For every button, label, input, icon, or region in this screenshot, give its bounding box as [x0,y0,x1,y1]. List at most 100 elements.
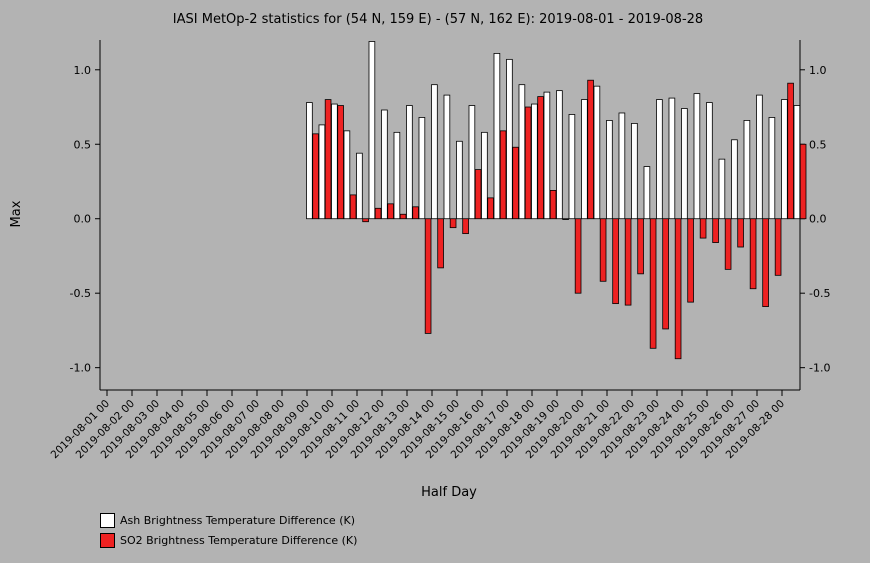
bar-so2 [724,218,732,270]
bar-so2 [362,218,369,223]
bar-so2 [324,99,332,220]
bar-ash [693,93,701,220]
bar-so2 [399,213,407,220]
bar-ash [443,94,451,220]
bar-so2 [612,218,619,305]
bar-so2 [562,218,569,220]
bar-ash [331,103,338,220]
bar-so2 [474,169,482,220]
bar-ash [731,139,738,220]
bar-so2 [499,130,507,220]
bar-ash [718,158,726,220]
bar-so2 [599,218,607,282]
bar-so2 [787,82,794,220]
bar-ash [793,105,801,220]
bar-so2 [512,146,519,220]
bar-so2 [337,105,344,220]
bar-so2 [537,96,544,220]
bar-so2 [737,218,744,248]
bar-ash [531,103,538,220]
bar-ash [743,120,751,220]
bar-so2 [412,206,419,220]
bar-ash [456,140,463,220]
x-axis-label: Half Day [421,485,477,500]
legend-label-ash: Ash Brightness Temperature Difference (K… [120,514,355,527]
y-tick-label-right: 1.0 [809,64,827,77]
y-tick-label-left: -1.0 [70,362,91,375]
bar-ash [368,41,376,220]
bar-ash [631,123,638,220]
bar-so2 [762,218,769,307]
bar-so2 [387,203,394,220]
bar-so2 [437,218,444,269]
bar-ash [581,99,588,220]
y-tick-label-left: 0.5 [74,138,92,151]
bar-ash [606,120,613,220]
bar-ash [593,85,601,220]
legend-swatch-ash [100,513,115,528]
bar-so2 [574,218,582,294]
legend-item-ash: Ash Brightness Temperature Difference (K… [100,513,355,528]
bar-ash [406,105,413,220]
bar-ash [643,166,651,220]
bar-so2 [687,218,694,303]
bar-so2 [374,207,382,220]
y-tick-label-left: 0.0 [74,213,92,226]
bar-ash [431,84,438,220]
bar-ash [318,124,326,220]
bar-ash [656,99,663,220]
bar-ash [418,117,426,220]
bar-so2 [487,197,494,220]
chart-title: IASI MetOp-2 statistics for (54 N, 159 E… [173,12,703,27]
bar-so2 [749,218,757,290]
bar-so2 [549,190,557,220]
bar-ash [506,58,513,220]
bar-so2 [799,143,807,220]
bar-ash [556,90,563,220]
y-axis-label: Max [9,200,24,227]
bar-so2 [662,218,669,330]
bar-ash [543,91,551,220]
bar-ash [356,152,363,220]
y-tick-label-right: 0.5 [809,138,827,151]
bar-so2 [774,218,782,276]
bar-so2 [424,218,432,334]
bar-ash [768,117,776,220]
bar-ash [668,97,676,220]
bar-so2 [462,218,469,235]
bar-so2 [449,218,457,229]
y-tick-label-left: -0.5 [70,287,91,300]
bar-ash [618,112,626,220]
bar-so2 [349,194,357,220]
y-tick-label-right: -0.5 [809,287,830,300]
bar-ash [393,131,401,220]
bar-ash [568,114,576,220]
bar-ash [481,131,488,220]
bar-so2 [699,218,707,239]
legend-label-so2: SO2 Brightness Temperature Difference (K… [120,534,358,547]
bar-ash [518,84,526,220]
bar-so2 [312,133,319,220]
bar-ash [781,99,788,220]
bar-ash [343,130,351,220]
legend-swatch-so2 [100,533,115,548]
bar-ash [468,105,476,220]
bar-ash [493,53,501,220]
plot-area: 1.0 1.00.5 0.50.0 0.0-0.5 -0.5-1.0 -1.02019-0… [49,40,830,461]
bar-so2 [712,218,719,243]
bar-so2 [649,218,657,349]
bar-ash [381,109,388,220]
y-tick-label-left: 1.0 [74,64,92,77]
bar-so2 [674,218,682,360]
bar-ash [706,102,713,220]
bar-so2 [637,218,644,275]
bar-ash [756,94,763,220]
y-tick-label-right: 0.0 [809,213,827,226]
bar-so2 [587,79,594,220]
bar-ash [306,102,313,220]
legend-item-so2: SO2 Brightness Temperature Difference (K… [100,533,357,548]
bar-so2 [624,218,632,306]
y-tick-label-right: -1.0 [809,362,830,375]
bar-ash [681,108,688,220]
